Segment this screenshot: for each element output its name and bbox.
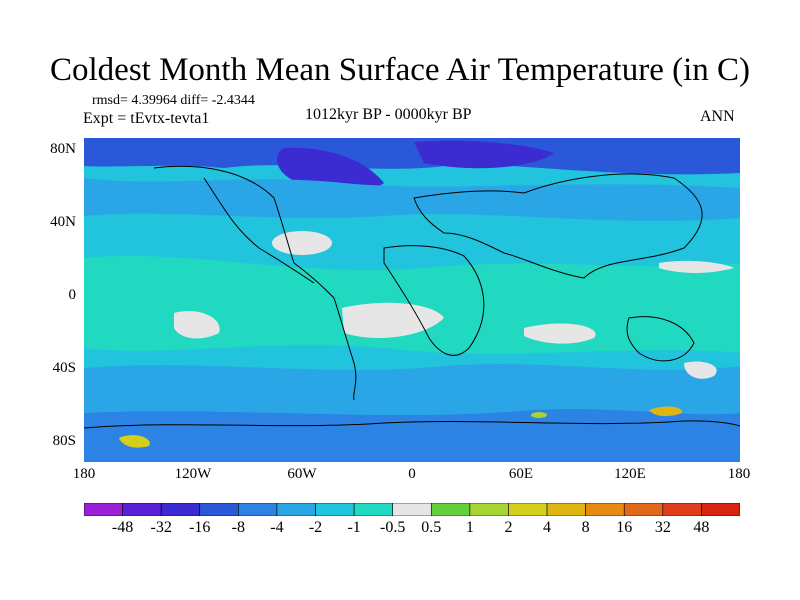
siberia-cold-region (414, 140, 554, 169)
northern-band (84, 178, 740, 221)
na-grey-patch (272, 231, 332, 255)
x-axis-label: 0 (408, 466, 416, 482)
colorbar-label: -48 (111, 519, 134, 536)
colorbar-label: -2 (308, 519, 323, 536)
colorbar-label: 1 (465, 519, 474, 536)
colorbar-swatch (276, 503, 316, 516)
colorbar-swatch (585, 503, 625, 516)
tasman-grey-patch (684, 361, 717, 379)
colorbar-swatch (160, 503, 201, 516)
colorbar-label: -8 (231, 519, 245, 536)
x-axis-label: 60W (287, 466, 317, 482)
colorbar-label: 4 (543, 519, 552, 536)
colorbar-swatch (238, 503, 278, 516)
coastlines (84, 165, 740, 429)
colorbar-label: -32 (150, 519, 172, 536)
colorbar-swatch (315, 503, 355, 516)
map-title: Coldest Month Mean Surface Air Temperatu… (50, 52, 750, 88)
colorbar-label: 0.5 (421, 519, 442, 536)
temperature-anomaly-map (84, 138, 740, 462)
y-axis-label: 0 (68, 287, 77, 303)
colorbar-swatch (353, 503, 394, 516)
indian-ocean-grey-patch (524, 323, 596, 344)
colorbar-swatch (508, 503, 548, 516)
experiment-label: Expt = tEvtx-tevta1 (83, 110, 210, 127)
x-axis-label: 120W (174, 466, 212, 482)
x-axis-label: 60E (508, 466, 534, 482)
colorbar-label: -1 (347, 519, 361, 536)
colorbar-swatch (546, 503, 586, 516)
colorbar (84, 503, 740, 516)
colorbar-label: 32 (654, 519, 671, 536)
y-axis-label: 40N (50, 214, 76, 230)
pacific-grey-patch (174, 310, 220, 339)
wilkes-warm-patch (531, 412, 547, 418)
colorbar-swatch (662, 503, 702, 516)
colorbar-swatch (84, 503, 123, 516)
colorbar-swatch (623, 503, 664, 516)
colorbar-swatch (199, 503, 239, 516)
colorbar-label: 2 (504, 519, 513, 536)
y-axis-label: 80N (50, 141, 76, 157)
colorbar-label: -0.5 (380, 519, 406, 536)
period-label: 1012kyr BP - 0000kyr BP (305, 106, 472, 123)
ross-sea-warm-patch (119, 435, 150, 448)
colorbar-swatch (469, 503, 509, 516)
south-atlantic-grey-patch (342, 302, 444, 338)
stats-text: rmsd= 4.39964 diff= -2.4344 (92, 93, 255, 108)
x-axis-label: 120E (614, 466, 646, 482)
colorbar-swatch (430, 503, 471, 516)
colorbar-label: -16 (189, 519, 211, 536)
east-antarctic-warm-patch (649, 406, 683, 417)
colorbar-swatch (701, 503, 740, 516)
x-axis-label: 180 (72, 466, 96, 482)
colorbar-swatch (392, 503, 432, 516)
antarctic-band (84, 409, 740, 462)
colorbar-swatch (122, 503, 162, 516)
colorbar-label: 8 (581, 519, 590, 536)
y-axis-label: 80S (52, 433, 76, 449)
colorbar-label: 16 (616, 519, 633, 536)
season-label: ANN (700, 108, 735, 125)
x-axis-label: 180 (727, 466, 751, 482)
west-pacific-grey-patch (659, 260, 734, 273)
arctic-cold-region (84, 138, 740, 175)
colorbar-label: 48 (693, 519, 710, 536)
colorbar-label: -4 (270, 519, 284, 536)
y-axis-label: 40S (52, 360, 76, 376)
